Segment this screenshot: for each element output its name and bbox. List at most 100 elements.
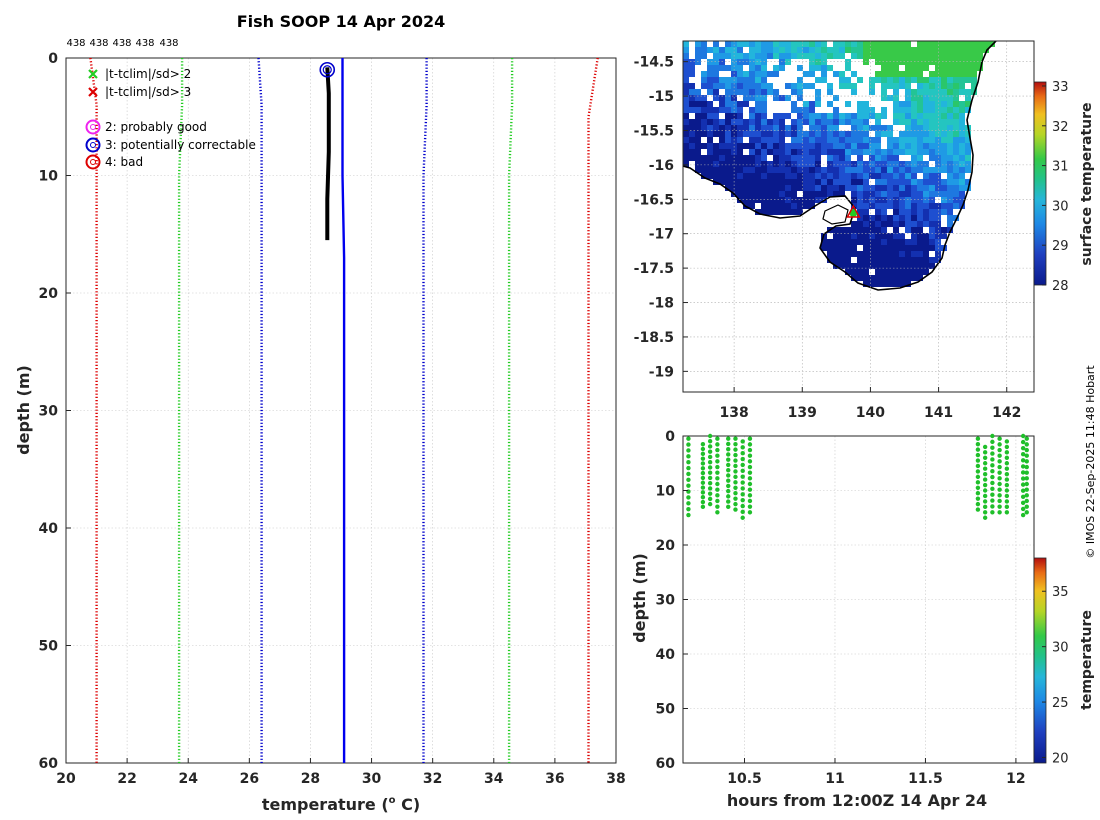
sst-cell: [749, 107, 755, 113]
timeseries-point: [740, 492, 745, 497]
sst-cell: [815, 47, 821, 53]
sst-cell: [713, 131, 719, 137]
sst-cell: [869, 113, 875, 119]
sst-cell: [869, 125, 875, 131]
sst-cell: [767, 149, 773, 155]
sst-cell: [701, 95, 707, 101]
sst-cell: [893, 95, 899, 101]
timeseries-point: [733, 469, 738, 474]
sst-cell: [887, 251, 893, 257]
sst-cell: [725, 173, 731, 179]
sst-cell: [737, 65, 743, 71]
timeseries-point: [715, 442, 720, 447]
sst-cell: [875, 149, 881, 155]
sst-cell: [935, 41, 941, 47]
sst-cell: [833, 227, 839, 233]
sst-cell: [905, 221, 911, 227]
sst-cell: [851, 221, 857, 227]
sst-cell: [947, 203, 953, 209]
sst-cell: [809, 65, 815, 71]
sst-cell: [869, 257, 875, 263]
sst-cell: [935, 131, 941, 137]
sst-cell: [869, 107, 875, 113]
sst-cell: [881, 149, 887, 155]
sst-cell: [833, 119, 839, 125]
sst-cell: [845, 41, 851, 47]
sst-cell: [929, 101, 935, 107]
sst-cell: [809, 203, 815, 209]
timeseries-point: [1004, 461, 1010, 466]
sst-cell: [923, 119, 929, 125]
sst-cell: [755, 107, 761, 113]
sst-cell: [743, 197, 749, 203]
sst-cell: [755, 59, 761, 65]
sst-cell: [917, 119, 923, 125]
sst-cell: [713, 149, 719, 155]
sst-cell: [941, 113, 947, 119]
sst-cell: [749, 47, 755, 53]
sst-cell: [683, 89, 689, 95]
sst-cell: [857, 41, 863, 47]
timeseries-point: [1024, 447, 1029, 453]
sst-cell: [917, 143, 923, 149]
sst-cell: [851, 71, 857, 77]
sst-colorbar-tick-label: 28: [1052, 279, 1069, 294]
sst-colorbar-label: surface temperature: [1079, 102, 1095, 265]
temperature-colorbar-tick-label: 35: [1052, 585, 1069, 600]
sst-cell: [689, 65, 695, 71]
sst-cell: [923, 185, 929, 191]
legend-label: |t-tclim|/sd> 2: [105, 67, 191, 81]
sst-cell: [899, 113, 905, 119]
sst-cell: [869, 197, 875, 203]
sst-cell: [809, 53, 815, 59]
sst-cell: [935, 107, 941, 113]
sst-cell: [917, 227, 923, 233]
sst-cell: [881, 125, 887, 131]
sst-cell: [749, 191, 755, 197]
sst-cell: [893, 203, 899, 209]
sst-cell: [929, 179, 935, 185]
sst-cell: [833, 167, 839, 173]
sst-cell: [935, 209, 941, 215]
timeseries-point: [726, 488, 731, 494]
sst-cell: [965, 47, 971, 53]
sst-cell: [929, 59, 935, 65]
sst-cell: [875, 47, 881, 53]
timeseries-point: [982, 488, 988, 493]
sst-cell: [785, 143, 791, 149]
sst-cell: [947, 125, 953, 131]
sst-cell: [749, 95, 755, 101]
sst-cell: [701, 161, 707, 167]
profile-line-reference-profile: [341, 58, 346, 763]
sst-cell: [899, 149, 905, 155]
sst-cell: [917, 221, 923, 227]
sst-cell: [731, 131, 737, 137]
map-grid: [683, 41, 1034, 392]
sst-cell: [773, 197, 779, 203]
sst-cell: [917, 197, 923, 203]
timeseries-point: [700, 485, 706, 490]
sst-cell: [905, 269, 911, 275]
sst-cell: [899, 167, 905, 173]
sst-cell: [863, 239, 869, 245]
sst-cell: [953, 203, 959, 209]
sst-cell: [761, 209, 767, 215]
sst-cell: [773, 185, 779, 191]
sst-cell: [929, 95, 935, 101]
sst-cell: [911, 77, 917, 83]
timeseries-point: [726, 462, 731, 468]
sst-cell: [917, 275, 923, 281]
sst-cell: [941, 197, 947, 203]
map-y-tick-label: -16: [649, 158, 674, 174]
sst-cell: [761, 203, 767, 209]
sst-cell: [713, 89, 719, 95]
sst-cell: [683, 83, 689, 89]
sst-cell: [863, 53, 869, 59]
timeseries-point: [1020, 494, 1026, 499]
sst-cell: [767, 41, 773, 47]
sst-cell: [923, 143, 929, 149]
sst-cell: [755, 191, 761, 197]
sst-cell: [815, 125, 821, 131]
